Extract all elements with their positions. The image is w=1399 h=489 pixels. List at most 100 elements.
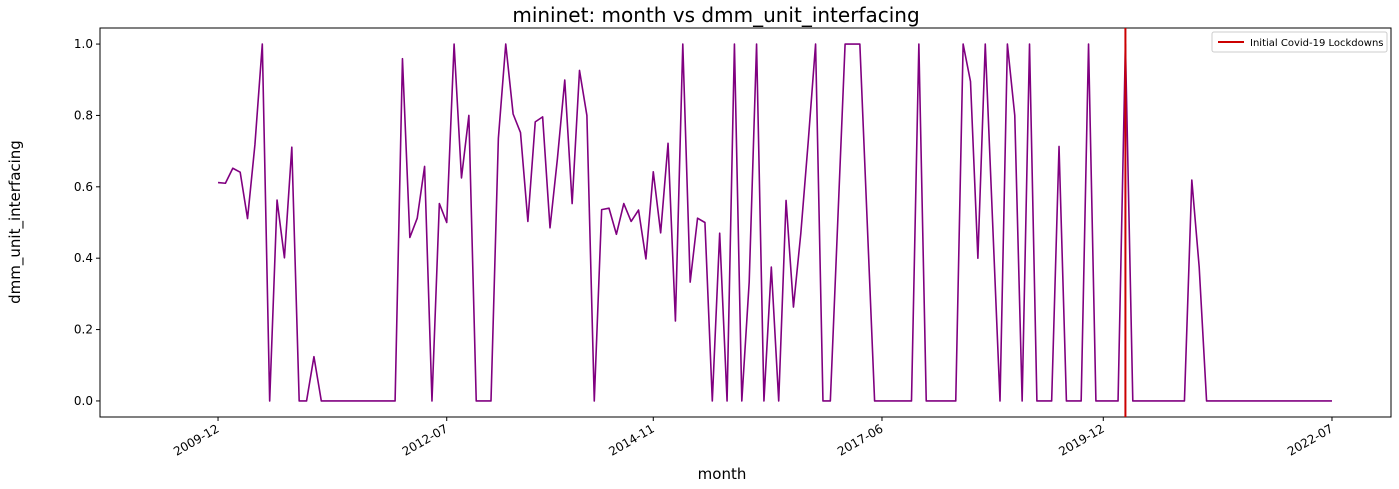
data-point: [682, 43, 684, 45]
data-point: [903, 400, 905, 402]
data-point: [696, 217, 698, 219]
data-point: [630, 220, 632, 222]
data-point: [837, 221, 839, 223]
data-point: [320, 400, 322, 402]
x-axis-label: month: [698, 465, 747, 483]
data-point: [822, 400, 824, 402]
data-point: [778, 400, 780, 402]
data-point: [733, 43, 735, 45]
data-point: [313, 355, 315, 357]
data-point: [586, 114, 588, 116]
data-point: [1309, 400, 1311, 402]
data-point: [1287, 400, 1289, 402]
data-point: [1242, 400, 1244, 402]
data-point: [1228, 400, 1230, 402]
data-point: [940, 400, 942, 402]
data-point: [910, 400, 912, 402]
x-tick-label: 2009-12: [171, 421, 221, 458]
data-point: [1102, 400, 1104, 402]
data-point: [955, 400, 957, 402]
data-point: [1065, 400, 1067, 402]
data-point: [726, 400, 728, 402]
data-point: [276, 199, 278, 201]
series-line: [217, 43, 1332, 402]
y-tick-label: 0.6: [74, 180, 93, 194]
data-point: [387, 400, 389, 402]
data-point: [763, 400, 765, 402]
data-point: [999, 400, 1001, 402]
data-point: [541, 116, 543, 118]
data-point: [1021, 400, 1023, 402]
legend-box: [1211, 31, 1388, 53]
data-point: [1301, 400, 1303, 402]
x-tick-label: 2017-06: [835, 421, 885, 458]
data-point: [977, 257, 979, 259]
chart-title: mininet: month vs dmm_unit_interfacing: [512, 3, 919, 27]
data-point: [1198, 266, 1200, 268]
data-point: [246, 217, 248, 219]
data-point: [1043, 400, 1045, 402]
y-tick-label: 0.2: [74, 323, 93, 337]
data-point: [896, 400, 898, 402]
data-point: [1080, 400, 1082, 402]
data-point: [770, 266, 772, 268]
data-point: [475, 400, 477, 402]
data-point: [689, 281, 691, 283]
data-point: [423, 165, 425, 167]
data-point: [217, 181, 219, 183]
data-point: [652, 171, 654, 173]
data-point: [851, 43, 853, 45]
data-point: [409, 236, 411, 238]
data-point: [814, 43, 816, 45]
data-point: [401, 57, 403, 59]
data-point: [1176, 400, 1178, 402]
data-point: [1006, 43, 1008, 45]
data-point: [505, 43, 507, 45]
data-point: [1220, 400, 1222, 402]
data-point: [1139, 400, 1141, 402]
data-point: [667, 142, 669, 144]
data-point: [519, 131, 521, 133]
data-point: [1132, 400, 1134, 402]
data-point: [342, 400, 344, 402]
y-axis-label: dmm_unit_interfacing: [6, 140, 25, 304]
data-point: [372, 400, 374, 402]
data-point: [600, 208, 602, 210]
data-point: [593, 400, 595, 402]
data-point: [1154, 400, 1156, 402]
data-point: [239, 171, 241, 173]
data-point: [792, 306, 794, 308]
data-point: [748, 281, 750, 283]
data-point: [1250, 400, 1252, 402]
data-point: [490, 400, 492, 402]
data-point: [1036, 400, 1038, 402]
x-tick-label: 2014-11: [606, 421, 656, 458]
data-point: [1257, 400, 1259, 402]
data-point: [578, 69, 580, 71]
data-point: [918, 43, 920, 45]
data-point: [1205, 400, 1207, 402]
data-point: [232, 167, 234, 169]
data-point: [453, 43, 455, 45]
data-point: [394, 400, 396, 402]
data-point: [1014, 114, 1016, 116]
data-point: [1272, 400, 1274, 402]
data-point: [1191, 179, 1193, 181]
data-point: [1073, 400, 1075, 402]
data-point: [1264, 400, 1266, 402]
data-point: [623, 202, 625, 204]
data-point: [1213, 400, 1215, 402]
data-point: [718, 232, 720, 234]
data-point: [527, 220, 529, 222]
data-point: [785, 199, 787, 201]
data-point: [659, 232, 661, 234]
data-point: [357, 400, 359, 402]
data-point: [379, 400, 381, 402]
x-tick-label: 2012-07: [400, 421, 450, 458]
data-point: [645, 258, 647, 260]
data-point: [1146, 400, 1148, 402]
data-point: [1294, 400, 1296, 402]
data-point: [829, 400, 831, 402]
data-point: [704, 221, 706, 223]
data-point: [844, 43, 846, 45]
